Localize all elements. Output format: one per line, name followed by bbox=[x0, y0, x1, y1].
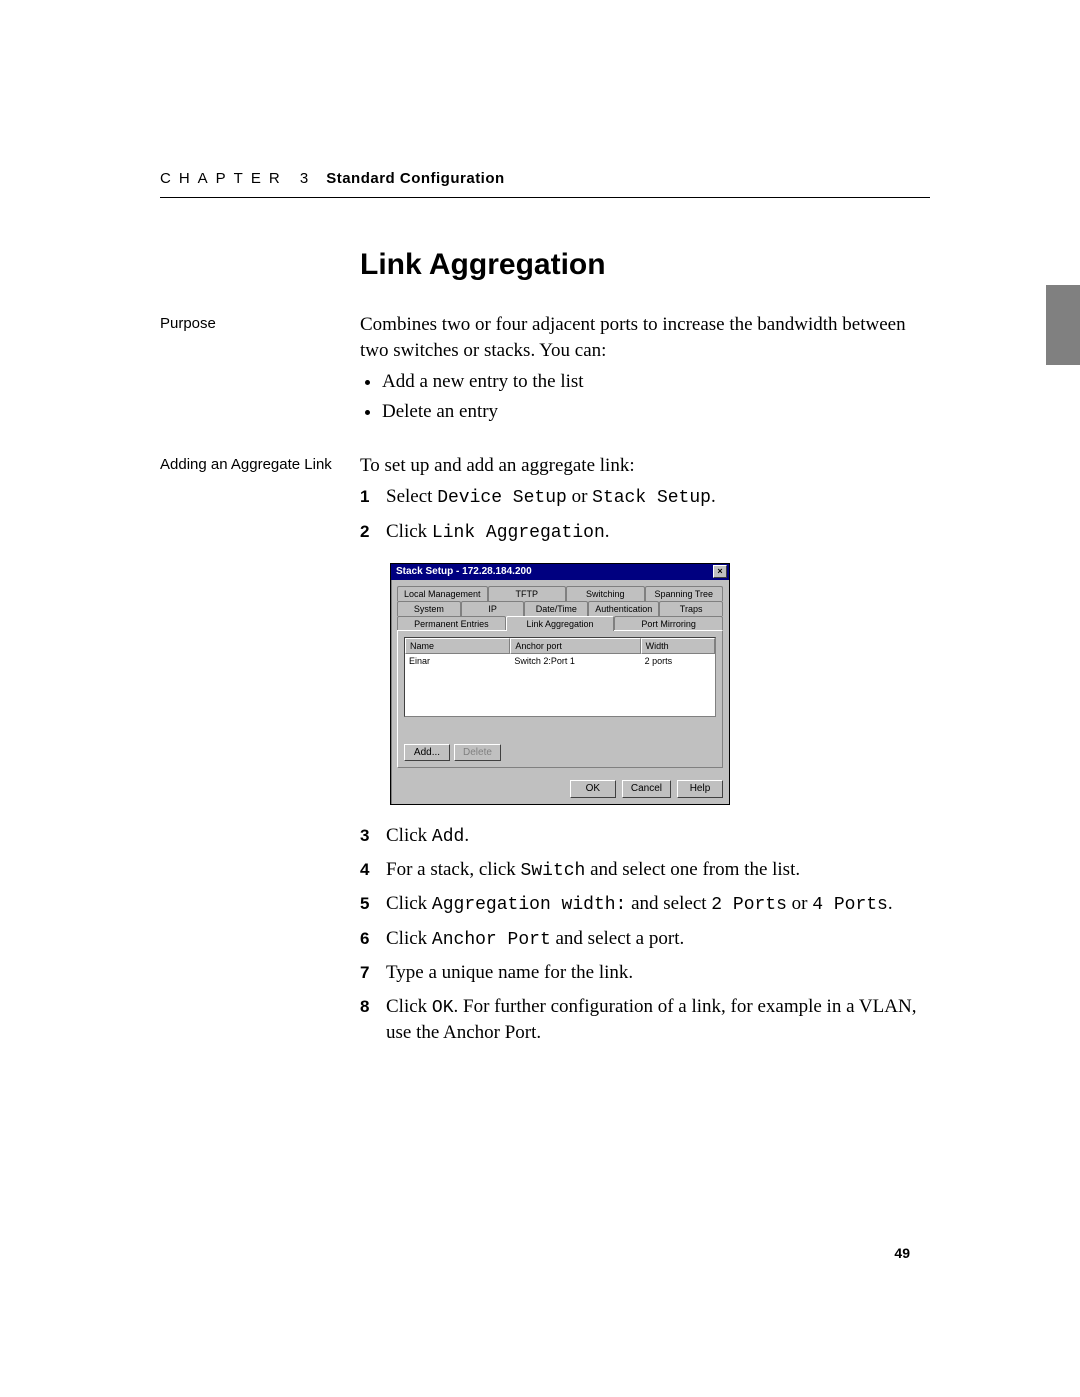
dialog-body: Local Management TFTP Switching Spanning… bbox=[391, 580, 729, 774]
tab-traps[interactable]: Traps bbox=[659, 601, 723, 616]
purpose-row: Purpose Combines two or four adjacent po… bbox=[160, 312, 930, 435]
page-number: 49 bbox=[894, 1245, 910, 1261]
step-item: 6 Click Anchor Port and select a port. bbox=[360, 926, 930, 952]
tab-spanning-tree[interactable]: Spanning Tree bbox=[645, 586, 723, 601]
adding-row: Adding an Aggregate Link To set up and a… bbox=[160, 453, 930, 1054]
bullet-item: Delete an entry bbox=[382, 399, 930, 425]
step-item: 3 Click Add. bbox=[360, 823, 930, 849]
step-body: Click Link Aggregation. bbox=[386, 519, 930, 545]
step-body: Click OK. For further configuration of a… bbox=[386, 994, 930, 1046]
dialog-buttons: OK Cancel Help bbox=[391, 774, 729, 804]
cancel-button[interactable]: Cancel bbox=[622, 780, 671, 798]
cell-name: Einar bbox=[405, 654, 510, 668]
delete-button[interactable]: Delete bbox=[454, 744, 501, 762]
cell-width: 2 ports bbox=[641, 654, 715, 668]
step-number: 7 bbox=[360, 960, 386, 986]
tab-authentication[interactable]: Authentication bbox=[588, 601, 659, 616]
step-number: 3 bbox=[360, 823, 386, 849]
adding-content: To set up and add an aggregate link: 1 S… bbox=[360, 453, 930, 1054]
tab-local-management[interactable]: Local Management bbox=[397, 586, 488, 601]
col-name[interactable]: Name bbox=[405, 638, 510, 654]
step-item: 7 Type a unique name for the link. bbox=[360, 960, 930, 986]
tab-link-aggregation[interactable]: Link Aggregation bbox=[506, 616, 615, 631]
purpose-text: Combines two or four adjacent ports to i… bbox=[360, 312, 930, 363]
col-width[interactable]: Width bbox=[641, 638, 715, 654]
step-item: 4 For a stack, click Switch and select o… bbox=[360, 857, 930, 883]
list-header: Name Anchor port Width bbox=[405, 638, 715, 654]
step-item: 5 Click Aggregation width: and select 2 … bbox=[360, 891, 930, 917]
running-header: CHAPTER 3 Standard Configuration bbox=[160, 170, 930, 198]
dialog-titlebar: Stack Setup - 172.28.184.200 × bbox=[391, 564, 729, 580]
step-number: 8 bbox=[360, 994, 386, 1046]
adding-label: Adding an Aggregate Link bbox=[160, 453, 360, 1054]
step-number: 5 bbox=[360, 891, 386, 917]
ok-button[interactable]: OK bbox=[570, 780, 616, 798]
tab-ip[interactable]: IP bbox=[461, 601, 525, 616]
step-body: Click Add. bbox=[386, 823, 930, 849]
step-number: 4 bbox=[360, 857, 386, 883]
step-number: 6 bbox=[360, 926, 386, 952]
tab-row-3: Permanent Entries Link Aggregation Port … bbox=[397, 616, 723, 631]
tabs: Local Management TFTP Switching Spanning… bbox=[397, 586, 723, 768]
step-body: Click Aggregation width: and select 2 Po… bbox=[386, 891, 930, 917]
page: CHAPTER 3 Standard Configuration Link Ag… bbox=[0, 0, 1080, 1053]
list-item[interactable]: Einar Switch 2:Port 1 2 ports bbox=[405, 654, 715, 668]
step-body: Click Anchor Port and select a port. bbox=[386, 926, 930, 952]
cell-anchor: Switch 2:Port 1 bbox=[510, 654, 640, 668]
bullet-item: Add a new entry to the list bbox=[382, 369, 930, 395]
tab-datetime[interactable]: Date/Time bbox=[524, 601, 588, 616]
chapter-label: CHAPTER 3 bbox=[160, 170, 316, 187]
tab-switching[interactable]: Switching bbox=[566, 586, 644, 601]
steps-top: 1 Select Device Setup or Stack Setup. 2 … bbox=[360, 484, 930, 545]
purpose-label: Purpose bbox=[160, 312, 360, 435]
dialog-title: Stack Setup - 172.28.184.200 bbox=[396, 565, 532, 579]
add-button[interactable]: Add... bbox=[404, 744, 450, 762]
stack-setup-dialog: Stack Setup - 172.28.184.200 × Local Man… bbox=[390, 563, 730, 805]
section-title: Link Aggregation bbox=[360, 248, 930, 282]
step-body: Type a unique name for the link. bbox=[386, 960, 930, 986]
close-icon[interactable]: × bbox=[713, 565, 727, 578]
tab-permanent-entries[interactable]: Permanent Entries bbox=[397, 616, 506, 631]
panel-buttons: Add... Delete bbox=[404, 744, 501, 762]
aggregation-list[interactable]: Name Anchor port Width Einar Switch 2:Po… bbox=[404, 637, 716, 717]
purpose-content: Combines two or four adjacent ports to i… bbox=[360, 312, 930, 435]
step-item: 1 Select Device Setup or Stack Setup. bbox=[360, 484, 930, 510]
adding-intro: To set up and add an aggregate link: bbox=[360, 453, 930, 479]
tab-row-1: Local Management TFTP Switching Spanning… bbox=[397, 586, 723, 601]
step-item: 8 Click OK. For further configuration of… bbox=[360, 994, 930, 1046]
tab-panel: Name Anchor port Width Einar Switch 2:Po… bbox=[397, 630, 723, 768]
step-number: 2 bbox=[360, 519, 386, 545]
step-body: For a stack, click Switch and select one… bbox=[386, 857, 930, 883]
dialog-screenshot: Stack Setup - 172.28.184.200 × Local Man… bbox=[390, 563, 930, 805]
step-number: 1 bbox=[360, 484, 386, 510]
step-item: 2 Click Link Aggregation. bbox=[360, 519, 930, 545]
help-button[interactable]: Help bbox=[677, 780, 723, 798]
tab-row-2: System IP Date/Time Authentication Traps bbox=[397, 601, 723, 616]
tab-port-mirroring[interactable]: Port Mirroring bbox=[614, 616, 723, 631]
tab-tftp[interactable]: TFTP bbox=[488, 586, 566, 601]
tab-system[interactable]: System bbox=[397, 601, 461, 616]
chapter-title: Standard Configuration bbox=[326, 170, 505, 187]
list-body: Einar Switch 2:Port 1 2 ports bbox=[405, 654, 715, 716]
col-anchor-port[interactable]: Anchor port bbox=[510, 638, 640, 654]
purpose-bullets: Add a new entry to the list Delete an en… bbox=[360, 369, 930, 424]
steps-bottom: 3 Click Add. 4 For a stack, click Switch… bbox=[360, 823, 930, 1046]
step-body: Select Device Setup or Stack Setup. bbox=[386, 484, 930, 510]
